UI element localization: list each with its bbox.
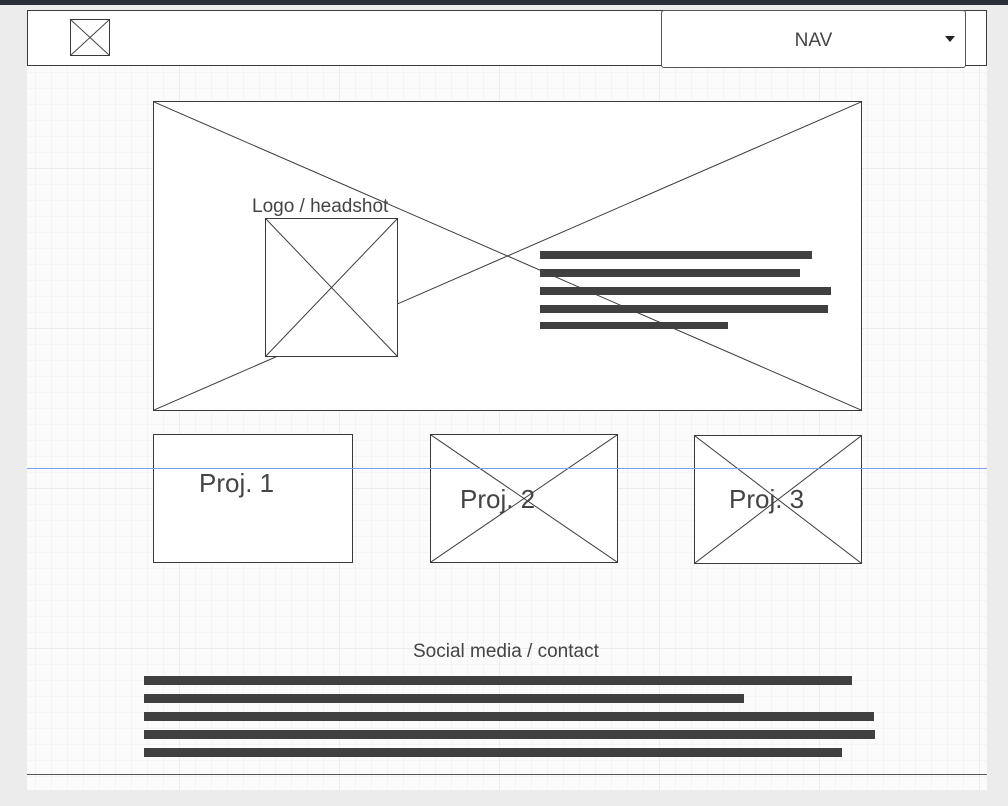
hero-text-line (540, 269, 800, 277)
footer-heading: Social media / contact (413, 641, 599, 662)
image-placeholder-icon (695, 436, 861, 563)
image-placeholder-icon (431, 435, 617, 562)
hero-text-line (540, 322, 728, 329)
image-placeholder-icon (266, 219, 397, 356)
window-top-strip (0, 0, 1008, 5)
hero-text-line (540, 305, 828, 313)
project-card-3[interactable]: Proj. 3 (694, 435, 862, 564)
page-bottom-divider (27, 774, 987, 775)
project-label: Proj. 3 (729, 484, 805, 514)
footer-text-line (144, 712, 874, 721)
hero-text-line (540, 287, 831, 295)
footer-text-line (144, 730, 875, 739)
logo-headshot-label: Logo / headshot (252, 196, 389, 217)
caret-down-icon (945, 36, 955, 42)
image-placeholder-icon (154, 102, 861, 410)
headshot-placeholder (265, 218, 398, 357)
project-card-1[interactable]: Proj. 1 (153, 434, 353, 563)
footer-text-line (144, 676, 852, 685)
site-logo-placeholder[interactable] (70, 19, 110, 56)
project-card-2[interactable]: Proj. 2 (430, 434, 618, 563)
project-label: Proj. 2 (460, 484, 536, 514)
alignment-guide (27, 468, 987, 469)
footer-text-line (144, 748, 842, 757)
project-label: Proj. 1 (199, 468, 275, 498)
nav-dropdown[interactable]: NAV (661, 10, 966, 68)
image-placeholder-icon (71, 20, 109, 55)
footer-text-line (144, 694, 744, 703)
hero-text-line (540, 251, 812, 259)
nav-label: NAV (794, 30, 833, 51)
